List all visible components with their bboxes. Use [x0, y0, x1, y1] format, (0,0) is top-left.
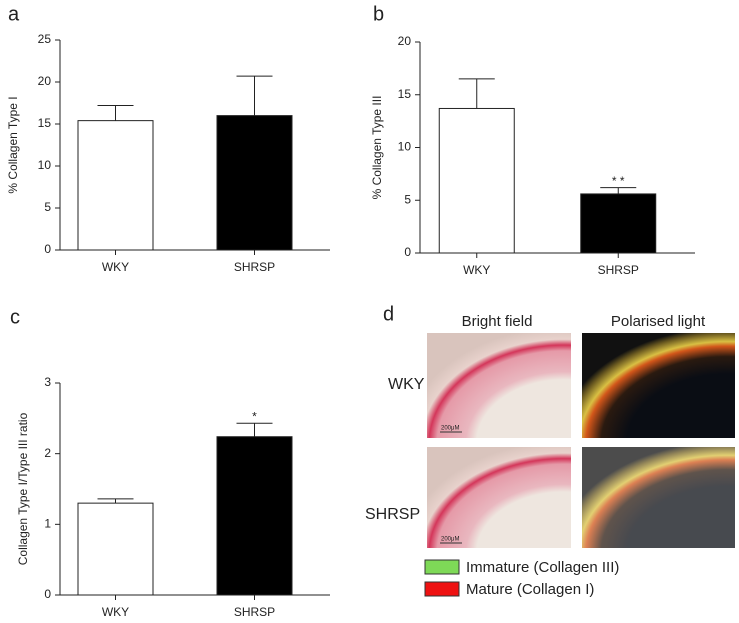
- micrograph: [582, 333, 735, 438]
- panel-label: a: [8, 3, 20, 25]
- y-tick-label: 10: [38, 158, 52, 172]
- y-tick-label: 0: [44, 242, 51, 256]
- y-tick-label: 15: [38, 116, 52, 130]
- significance: *: [252, 409, 257, 423]
- legend-swatch: [424, 559, 460, 575]
- y-tick-label: 15: [398, 87, 412, 101]
- y-tick-label: 1: [44, 517, 51, 531]
- y-tick-label: 3: [44, 375, 51, 389]
- scale-label: 200μM: [441, 537, 459, 543]
- legend-label: Immature (Collagen III): [466, 559, 619, 576]
- column-header: Polarised light: [611, 313, 706, 330]
- panel-label: c: [10, 306, 20, 328]
- x-tick-label: WKY: [463, 263, 490, 277]
- row-header: SHRSP: [365, 506, 420, 523]
- bar: [77, 502, 154, 596]
- bar: [438, 107, 515, 254]
- column-header: Bright field: [462, 313, 533, 330]
- x-tick-label: WKY: [102, 260, 129, 274]
- bar: [216, 115, 293, 251]
- legend-swatch: [424, 581, 460, 597]
- x-tick-label: SHRSP: [234, 260, 275, 274]
- y-tick-label: 20: [38, 74, 52, 88]
- y-tick-label: 20: [398, 34, 412, 48]
- micrograph: [427, 333, 571, 438]
- micrograph: [427, 447, 571, 548]
- scale-label: 200μM: [441, 426, 459, 432]
- significance: * *: [612, 174, 625, 188]
- panel-label: d: [383, 303, 394, 325]
- panel-label: b: [373, 3, 384, 25]
- y-axis-label: % Collagen Type I: [6, 96, 20, 193]
- y-tick-label: 25: [38, 32, 52, 46]
- x-tick-label: SHRSP: [598, 263, 639, 277]
- y-tick-label: 0: [404, 245, 411, 259]
- y-tick-label: 5: [44, 200, 51, 214]
- y-tick-label: 0: [44, 587, 51, 601]
- bar: [77, 120, 154, 251]
- x-tick-label: WKY: [102, 605, 129, 619]
- bar: [580, 193, 657, 254]
- bar: [216, 436, 293, 596]
- row-header: WKY: [388, 376, 425, 393]
- y-tick-label: 5: [404, 192, 411, 206]
- y-tick-label: 2: [44, 446, 51, 460]
- x-tick-label: SHRSP: [234, 605, 275, 619]
- y-tick-label: 10: [398, 140, 412, 154]
- image-panel: 200μM 200μM d Bright field Polarised lig…: [365, 303, 735, 548]
- y-axis-label: Collagen Type I/Type III ratio: [16, 412, 30, 565]
- micrograph: [582, 447, 735, 548]
- legend-label: Mature (Collagen I): [466, 581, 594, 598]
- y-axis-label: % Collagen Type III: [370, 96, 384, 200]
